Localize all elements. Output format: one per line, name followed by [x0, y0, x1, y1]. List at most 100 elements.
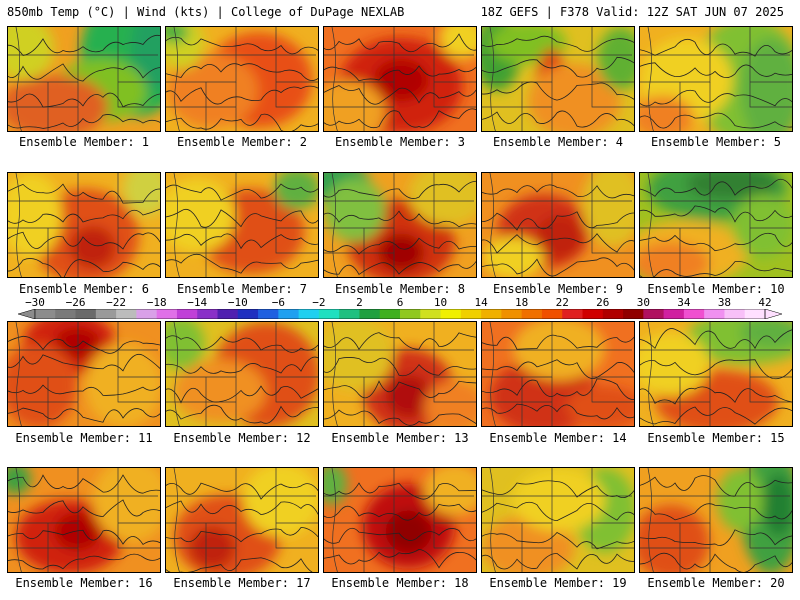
- temperature-region: [54, 512, 101, 551]
- contour-line: [8, 92, 160, 108]
- contour-line: [8, 529, 160, 546]
- ensemble-panel: [639, 26, 793, 132]
- colorbar-max-arrow: [764, 309, 782, 319]
- colorbar-labels: −30 −26 −22 −18 −14 −10 −6 −2 2 6 10 14 18 22 26 30 34 38…: [0, 296, 800, 310]
- contour-line: [640, 260, 792, 277]
- contour-line: [166, 85, 318, 105]
- contour-line: [482, 81, 634, 101]
- ensemble-member-label: Ensemble Member: 15: [647, 431, 785, 445]
- colorbar-segment: [440, 309, 462, 319]
- temperature-region: [424, 468, 476, 516]
- ensemble-panel: [323, 467, 477, 573]
- colorbar-tick-label: 26: [596, 296, 610, 309]
- contour-line: [166, 183, 318, 201]
- colorbar-segment: [683, 309, 705, 319]
- contour-line: [166, 36, 318, 55]
- colorbar-segment: [744, 309, 766, 319]
- ensemble-panel: [323, 321, 477, 427]
- temperature-region: [8, 173, 62, 258]
- temperature-region: [763, 473, 792, 537]
- ensemble-panel: [165, 172, 319, 278]
- contour-line: [482, 334, 634, 350]
- colorbar-segment: [582, 309, 604, 319]
- temperature-region: [189, 526, 236, 569]
- temperature-field-map: [324, 27, 476, 131]
- temperature-region: [482, 236, 544, 277]
- colorbar-segment: [724, 309, 746, 319]
- contour-line: [324, 548, 476, 569]
- ensemble-panel: [7, 26, 161, 132]
- colorbar-outline: [34, 309, 766, 319]
- state-border: [433, 201, 476, 254]
- colorbar-tick-label: 10: [433, 296, 448, 309]
- temperature-field-map: [166, 173, 318, 277]
- contour-line: [166, 253, 318, 274]
- temperature-colorbar: [18, 309, 782, 319]
- contour-line: [166, 404, 318, 424]
- contour-line: [640, 232, 792, 252]
- temperature-region: [535, 215, 583, 258]
- temperature-region: [640, 241, 710, 277]
- contour-line: [482, 403, 634, 420]
- contour-line: [324, 210, 476, 228]
- colorbar-segment: [359, 309, 381, 319]
- temperature-region: [54, 327, 101, 360]
- contour-line: [640, 205, 792, 223]
- coastline: [331, 173, 338, 277]
- contour-line: [166, 482, 318, 500]
- coastline: [647, 27, 654, 131]
- contour-line: [482, 359, 634, 379]
- ensemble-member-label: Ensemble Member: 13: [331, 431, 469, 445]
- colorbar-segment: [339, 309, 360, 319]
- contour-line: [8, 499, 160, 518]
- colorbar-segment: [278, 309, 300, 319]
- contour-line: [166, 63, 318, 81]
- ensemble-member-label: Ensemble Member: 18: [331, 576, 469, 590]
- temperature-region: [373, 58, 429, 102]
- colorbar-segment: [318, 309, 340, 319]
- temperature-region: [408, 173, 476, 226]
- temperature-field-map: [8, 322, 160, 426]
- coastline: [647, 173, 654, 277]
- temperature-field-map: [324, 468, 476, 572]
- colorbar-tick-label: 38: [717, 296, 732, 309]
- colorbar-tick-label: −26: [65, 296, 86, 309]
- contour-line: [8, 407, 160, 423]
- colorbar-segment: [420, 309, 442, 319]
- state-border: [749, 201, 792, 254]
- temperature-region: [173, 359, 267, 423]
- contour-line: [8, 231, 160, 250]
- ensemble-member-label: Ensemble Member: 4: [492, 135, 624, 149]
- colorbar-segment: [623, 309, 644, 319]
- temperature-field-map: [166, 322, 318, 426]
- colorbar-segment: [460, 309, 482, 319]
- state-border: [591, 496, 634, 549]
- contour-line: [8, 474, 160, 494]
- contour-line: [640, 529, 792, 546]
- colorbar-segment: [156, 309, 178, 319]
- temperature-field-map: [482, 27, 634, 131]
- colorbar-segment: [501, 309, 523, 319]
- temperature-region: [424, 380, 476, 426]
- temperature-region: [123, 173, 160, 216]
- temperature-field-map: [8, 27, 160, 131]
- colorbar-segment: [136, 309, 158, 319]
- ensemble-member-label: Ensemble Member: 9: [492, 282, 624, 296]
- contour-line: [482, 532, 634, 550]
- state-border: [591, 55, 634, 108]
- coastline: [489, 468, 496, 572]
- contour-line: [640, 38, 792, 57]
- coastline: [15, 27, 22, 131]
- ensemble-member-label: Ensemble Member: 16: [15, 576, 153, 590]
- ensemble-panel: [639, 321, 793, 427]
- contour-line: [324, 357, 476, 377]
- temperature-field-map: [166, 468, 318, 572]
- ensemble-panel: [7, 172, 161, 278]
- coastline: [647, 468, 654, 572]
- state-border: [433, 496, 476, 549]
- coastline: [173, 322, 180, 426]
- coastline: [489, 27, 496, 131]
- contour-line: [8, 183, 160, 204]
- colorbar-segment: [541, 309, 563, 319]
- contour-line: [324, 85, 476, 105]
